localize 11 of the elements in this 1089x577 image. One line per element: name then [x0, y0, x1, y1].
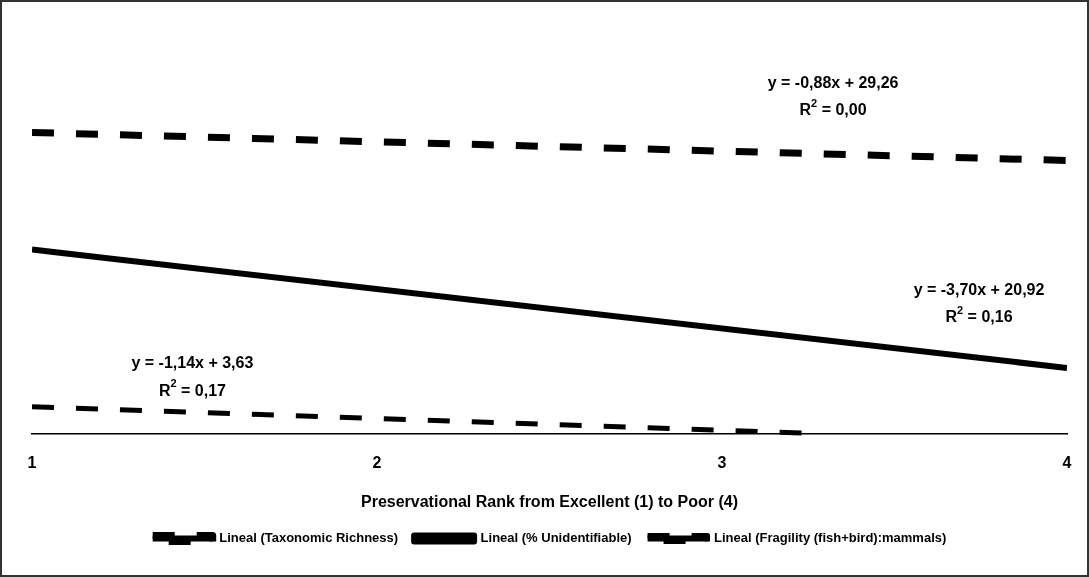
- x-axis-title: Preservational Rank from Excellent (1) to Poor (4): [361, 492, 738, 510]
- legend-label: Lineal (% Unidentifiable): [480, 530, 632, 546]
- x-tick-label: 3: [717, 453, 727, 471]
- legend-label: Lineal (Fragility (fish+bird):mammals): [714, 530, 947, 546]
- annotation: y = -1,14x + 3,63: [131, 354, 254, 372]
- x-tick-label: 2: [372, 453, 382, 471]
- annotation: y = -3,70x + 20,92: [913, 280, 1045, 298]
- text: y = -0,88x + 29,26: [767, 74, 899, 92]
- x-tick-label: 4: [1062, 453, 1072, 471]
- legend-label: Lineal (Taxonomic Richness): [219, 530, 399, 546]
- x-tick-label: 1: [27, 453, 37, 471]
